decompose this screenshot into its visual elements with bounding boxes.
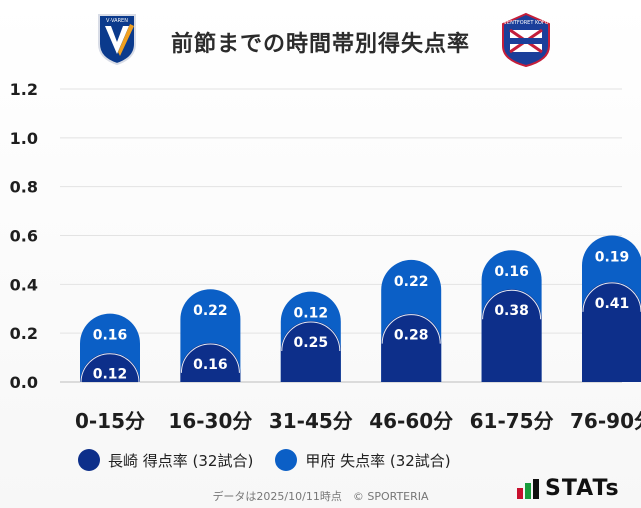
bar-divider [482, 289, 542, 320]
y-tick-label: 1.0 [10, 129, 38, 148]
y-tick-label: 0.0 [10, 373, 38, 392]
x-category-label: 76-90分 [570, 409, 641, 433]
bar-nagasaki [280, 320, 341, 382]
data-label-nagasaki: 0.16 [193, 357, 228, 373]
legend-label-nagasaki: 長崎 得点率 (32試合) [108, 451, 254, 470]
bar-divider [582, 282, 641, 312]
data-label-nagasaki: 0.28 [394, 328, 429, 344]
x-category-label: 46-60分 [369, 409, 453, 433]
data-label-nagasaki: 0.38 [494, 303, 529, 319]
data-label-nagasaki: 0.41 [595, 296, 630, 312]
x-axis-categories: 0-15分 16-30分 31-45分 46-60分 61-75分 76-90分 [75, 409, 641, 433]
data-label-nagasaki: 0.12 [93, 367, 128, 383]
bar-nagasaki [582, 281, 641, 382]
data-label-kofu: 0.22 [394, 274, 429, 290]
legend: 長崎 得点率 (32試合) 甲府 失点率 (32試合) [78, 449, 451, 471]
data-labels: 0.12 0.16 0.16 0.22 0.25 0.12 0.28 0.22 0.38 0.16… [93, 250, 630, 383]
right-logo-text: VENTFORET KOFU [504, 20, 549, 26]
data-label-kofu: 0.12 [294, 306, 329, 322]
x-category-label: 0-15分 [75, 409, 145, 433]
y-tick-label: 0.4 [10, 275, 38, 294]
x-category-label: 61-75分 [470, 409, 554, 433]
bar-divider [180, 343, 240, 373]
ventforet-kofu-emblem-icon: VENTFORET KOFU [502, 12, 550, 68]
data-label-kofu: 0.19 [595, 250, 630, 266]
footer-note: データは2025/10/11時点 © SPORTERIA [212, 490, 429, 503]
x-category-label: 16-30分 [168, 409, 252, 433]
data-label-kofu: 0.22 [193, 303, 228, 319]
x-category-label: 31-45分 [269, 409, 353, 433]
legend-swatch-nagasaki [78, 449, 100, 471]
bar-divider [381, 314, 441, 344]
data-label-kofu: 0.16 [93, 328, 128, 344]
bar-nagasaki [180, 342, 241, 382]
stats-bars-icon [517, 478, 539, 499]
left-logo-text: V·VAREN [106, 18, 128, 24]
bar-nagasaki [481, 289, 542, 382]
y-tick-label: 1.2 [10, 80, 38, 99]
grid-lines [60, 88, 622, 383]
y-tick-label: 0.8 [10, 178, 38, 197]
chart-title: 前節までの時間帯別得失点率 [170, 32, 470, 57]
y-tick-label: 0.2 [10, 324, 38, 343]
legend-swatch-kofu [275, 449, 298, 471]
legend-item-nagasaki: 長崎 得点率 (32試合) [78, 449, 253, 471]
bars [80, 235, 641, 383]
bar-nagasaki [80, 352, 140, 383]
stats-brand: STATs [517, 476, 620, 501]
bar-divider [80, 353, 140, 383]
bar-nagasaki [381, 313, 442, 382]
data-label-kofu: 0.16 [494, 264, 529, 280]
y-axis-ticks: 0.0 0.2 0.4 0.6 0.8 1.0 1.2 [10, 80, 38, 392]
y-tick-label: 0.6 [10, 227, 38, 246]
data-label-nagasaki: 0.25 [294, 335, 329, 351]
legend-label-kofu: 甲府 失点率 (32試合) [305, 451, 451, 470]
legend-item-kofu: 甲府 失点率 (32試合) [275, 449, 451, 471]
stats-brand-text: STATs [545, 476, 620, 501]
v-varen-nagasaki-emblem-icon: V·VAREN [98, 14, 136, 66]
bar-divider [281, 321, 341, 351]
